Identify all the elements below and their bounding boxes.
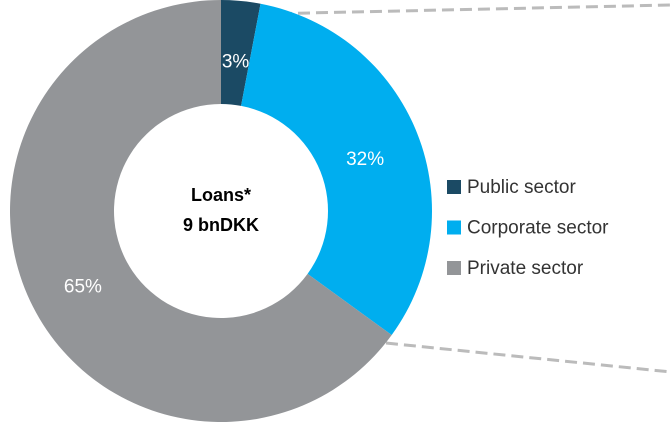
connector — [261, 3, 671, 16]
legend-label: Corporate sector — [467, 218, 609, 239]
center-text: Loans* — [191, 185, 251, 205]
legend-swatch — [447, 220, 461, 235]
slice — [221, 0, 261, 106]
legend-label: Private sector — [467, 258, 584, 279]
legend-swatch — [447, 180, 461, 194]
data-label: 65% — [64, 276, 102, 297]
data-label: 32% — [346, 149, 384, 170]
center-text: 9 bnDKK — [183, 215, 259, 235]
legend-swatch — [447, 261, 461, 275]
slice — [241, 3, 432, 336]
legend-label: Public sector — [467, 177, 576, 198]
slice — [9, 0, 392, 422]
data-label: 3% — [222, 52, 250, 73]
connector — [385, 341, 671, 374]
